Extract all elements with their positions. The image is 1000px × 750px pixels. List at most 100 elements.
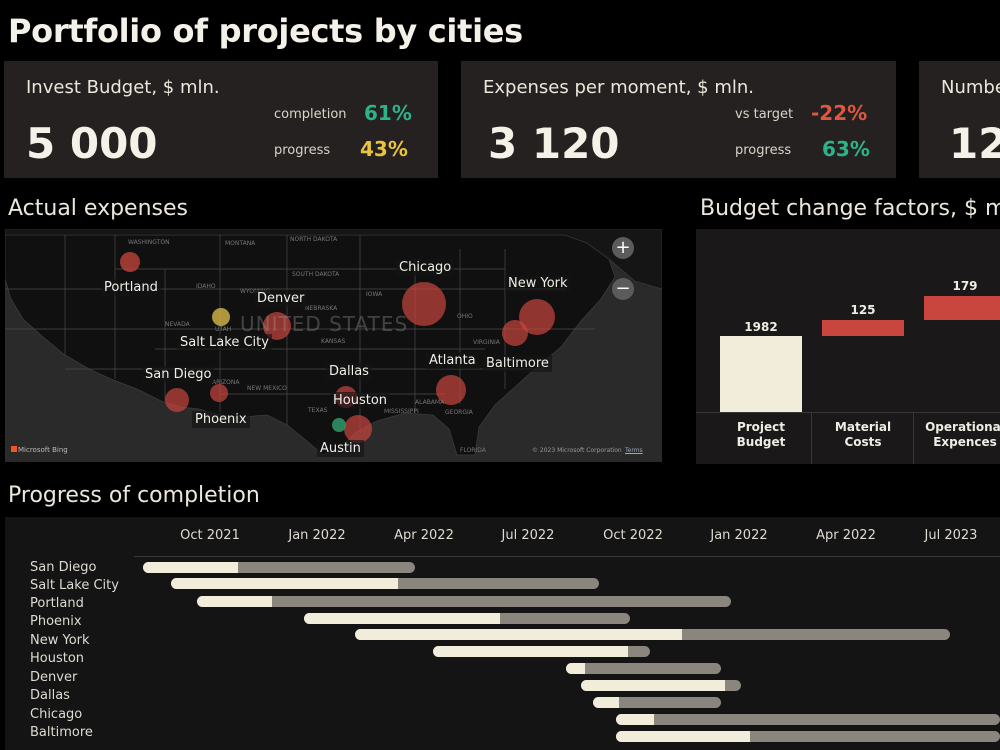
bubble-denver bbox=[263, 312, 291, 340]
gantt-bar-chicago[interactable] bbox=[593, 697, 721, 708]
state-label: IDAHO bbox=[196, 283, 216, 290]
bubble-salt-lake-city bbox=[212, 308, 230, 326]
waterfall-category-project-budget: Project Budget bbox=[736, 420, 786, 449]
gantt-city-label: Dallas bbox=[30, 688, 70, 703]
waterfall-value-project-budget: 1982 bbox=[744, 320, 778, 334]
gantt-bar-phoenix[interactable] bbox=[304, 613, 630, 624]
bubble-chicago bbox=[402, 282, 446, 326]
gantt-bar-new-york[interactable] bbox=[355, 629, 950, 640]
city-label-portland[interactable]: Portland bbox=[101, 279, 161, 296]
page-title: Portfolio of projects by cities bbox=[8, 12, 523, 50]
gantt-bar-progress bbox=[433, 646, 629, 657]
state-label: OHIO bbox=[457, 313, 473, 320]
gantt-tick: Jan 2022 bbox=[288, 528, 346, 543]
gantt-bar-san-diego[interactable] bbox=[143, 562, 415, 573]
city-label-chicago[interactable]: Chicago bbox=[396, 259, 455, 276]
waterfall-bar-project-budget[interactable] bbox=[720, 336, 802, 413]
city-label-new-york[interactable]: New York bbox=[505, 275, 571, 292]
kpi-progress-label: progress bbox=[274, 143, 331, 158]
kpi-value: 3 120 bbox=[488, 119, 620, 168]
gantt-bar-denver[interactable] bbox=[566, 663, 721, 674]
bubble-portland bbox=[120, 252, 140, 272]
map-panel[interactable]: WASHINGTON MONTANA NORTH DAKOTA SOUTH DA… bbox=[5, 229, 662, 462]
city-label-san-diego[interactable]: San Diego bbox=[142, 366, 215, 383]
city-label-houston[interactable]: Houston bbox=[330, 392, 391, 409]
gantt-tick: Apr 2022 bbox=[816, 528, 876, 543]
gantt-tick: Oct 2021 bbox=[180, 528, 240, 543]
state-label: ALABAMA bbox=[415, 399, 445, 406]
gantt-bar-progress bbox=[616, 731, 751, 742]
gantt-tick: Jul 2023 bbox=[924, 528, 978, 543]
gantt-bar-houston[interactable] bbox=[433, 646, 650, 657]
state-label: VIRGINIA bbox=[473, 339, 500, 346]
gantt-bar-progress bbox=[143, 562, 239, 573]
bubble-atlanta bbox=[436, 375, 466, 405]
kpi-card-invest-budget[interactable]: Invest Budget, $ mln. 5 000 completion 6… bbox=[4, 61, 438, 178]
state-label: MONTANA bbox=[225, 240, 256, 247]
gantt-bar-baltimore[interactable] bbox=[616, 714, 1000, 725]
kpi-card-expenses[interactable]: Expenses per moment, $ mln. 3 120 vs tar… bbox=[461, 61, 896, 178]
kpi-progress-value: 43% bbox=[360, 137, 408, 161]
kpi-vs-target-label: vs target bbox=[735, 107, 794, 122]
state-label: MISSISSIPPI bbox=[384, 408, 419, 415]
city-label-baltimore[interactable]: Baltimore bbox=[483, 355, 552, 372]
city-label-salt-lake-city[interactable]: Salt Lake City bbox=[177, 334, 272, 351]
state-label: SOUTH DAKOTA bbox=[292, 271, 340, 278]
kpi-vs-target-value: -22% bbox=[811, 101, 868, 125]
waterfall-bar-operational-expences[interactable] bbox=[924, 296, 1000, 320]
canada-landmass bbox=[5, 229, 662, 290]
gantt-axis-line bbox=[134, 556, 1000, 557]
gantt-bar-dallas[interactable] bbox=[581, 680, 741, 691]
waterfall-category-operational-expences: Operational Expences bbox=[925, 420, 1000, 449]
city-label-dallas[interactable]: Dallas bbox=[326, 363, 372, 380]
gantt-city-label: San Diego bbox=[30, 560, 97, 575]
bubble-new-york bbox=[519, 299, 555, 335]
waterfall-chart[interactable]: 1982 125 179 Project Budget Material Cos… bbox=[696, 229, 1000, 464]
gantt-bar-next[interactable] bbox=[616, 731, 1000, 742]
bing-logo: Microsoft Bing bbox=[11, 446, 68, 454]
city-label-austin[interactable]: Austin bbox=[317, 440, 364, 457]
state-label: GEORGIA bbox=[445, 409, 473, 416]
gantt-city-label: Denver bbox=[30, 670, 78, 685]
waterfall-section-title: Budget change factors, $ mln bbox=[700, 196, 1000, 221]
gantt-city-label: Salt Lake City bbox=[30, 578, 119, 593]
state-label: UTAH bbox=[215, 326, 232, 333]
gantt-city-label: Chicago bbox=[30, 707, 83, 722]
bubble-austin bbox=[332, 418, 346, 432]
state-label: NEVADA bbox=[165, 321, 190, 328]
zoom-in-button[interactable]: + bbox=[612, 237, 634, 259]
state-label: ARIZONA bbox=[212, 379, 240, 386]
gantt-city-label: Phoenix bbox=[30, 614, 82, 629]
kpi-card-number[interactable]: Numbe 12 bbox=[919, 61, 1000, 178]
waterfall-value-material-costs: 125 bbox=[850, 303, 876, 317]
gantt-bar-progress bbox=[581, 680, 725, 691]
city-label-denver[interactable]: Denver bbox=[254, 290, 308, 307]
gantt-bar-progress bbox=[355, 629, 683, 640]
waterfall-bar-material-costs[interactable] bbox=[822, 320, 904, 336]
gantt-bar-portland[interactable] bbox=[197, 596, 731, 607]
gantt-chart[interactable]: Oct 2021 Jan 2022 Apr 2022 Jul 2022 Oct … bbox=[5, 517, 1000, 750]
kpi-title: Invest Budget, $ mln. bbox=[26, 77, 220, 98]
zoom-out-button[interactable]: − bbox=[612, 278, 634, 300]
gantt-city-label: New York bbox=[30, 633, 90, 648]
map-canvas[interactable] bbox=[5, 229, 662, 462]
waterfall-value-operational-expences: 179 bbox=[952, 279, 978, 293]
kpi-progress-label: progress bbox=[735, 143, 792, 158]
gantt-section-title: Progress of completion bbox=[8, 483, 260, 508]
city-label-atlanta[interactable]: Atlanta bbox=[426, 352, 479, 369]
state-label: IOWA bbox=[366, 291, 383, 298]
kpi-value: 12 bbox=[949, 119, 1000, 168]
gantt-bar-progress bbox=[593, 697, 619, 708]
waterfall-axis bbox=[696, 412, 1000, 413]
city-label-phoenix[interactable]: Phoenix bbox=[192, 411, 250, 428]
gantt-bar-salt-lake-city[interactable] bbox=[171, 578, 599, 589]
map-section-title: Actual expenses bbox=[8, 196, 188, 221]
gantt-bar-progress bbox=[566, 663, 585, 674]
gantt-bar-progress bbox=[616, 714, 655, 725]
gantt-tick: Oct 2022 bbox=[603, 528, 663, 543]
kpi-progress-value: 63% bbox=[822, 137, 870, 161]
map-terms-link[interactable]: Terms bbox=[625, 447, 643, 454]
gantt-city-label: Portland bbox=[30, 596, 84, 611]
bubble-baltimore bbox=[502, 320, 528, 346]
